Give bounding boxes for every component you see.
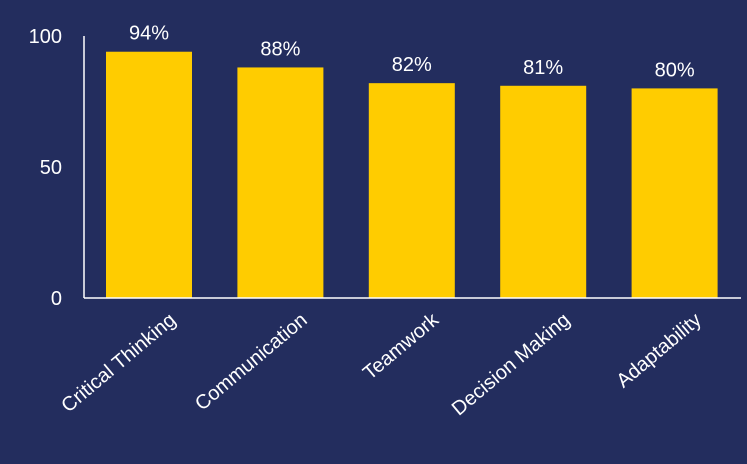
bars-group [106, 51, 718, 299]
bar [237, 67, 324, 298]
category-label: Teamwork [359, 308, 444, 384]
y-tick-label: 0 [51, 288, 62, 310]
y-axis-ticks: 0 50 100 [29, 26, 62, 310]
bar [631, 88, 718, 299]
bar-data-label: 80% [655, 59, 695, 81]
y-tick-label: 50 [40, 157, 62, 179]
y-tick-label: 100 [29, 26, 62, 48]
bar [500, 85, 587, 298]
category-labels-group: Critical Thinking Communication Teamwork De… [57, 308, 705, 420]
category-label: Decision Making [448, 309, 575, 420]
bar-data-label: 81% [523, 57, 563, 79]
bar-data-label: 82% [392, 54, 432, 76]
bar-data-label: 94% [129, 23, 169, 45]
category-label: Communication [191, 309, 312, 415]
data-labels-group: 94% 88% 82% 81% 80% [129, 23, 695, 82]
category-label: Critical Thinking [57, 309, 180, 417]
bar-data-label: 88% [260, 38, 300, 60]
category-label: Adaptability [612, 309, 705, 392]
bar [106, 51, 192, 298]
bar [368, 83, 455, 298]
